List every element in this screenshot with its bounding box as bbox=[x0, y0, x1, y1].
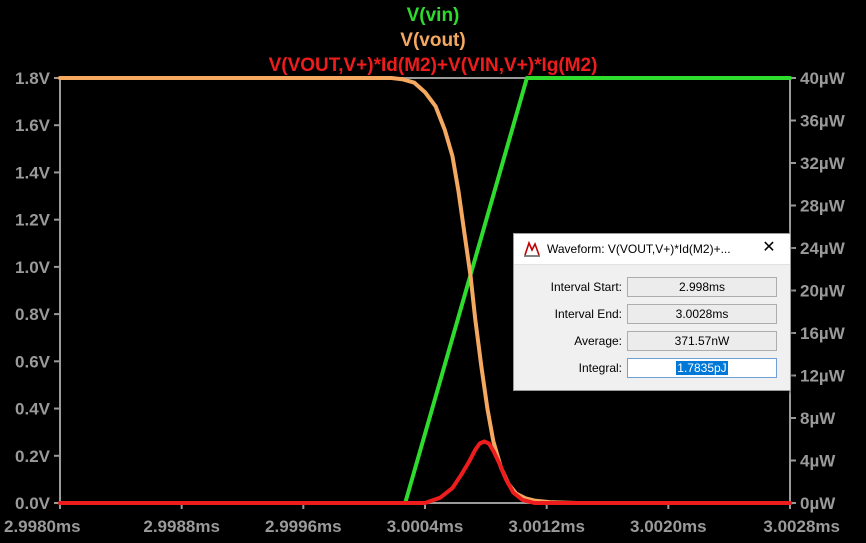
y-left-tick-label: 1.8V bbox=[15, 69, 51, 88]
average-label: Average: bbox=[574, 334, 622, 348]
interval-end-field[interactable]: 3.0028ms bbox=[627, 304, 777, 324]
average-field[interactable]: 371.57nW bbox=[627, 331, 777, 351]
integral-label: Integral: bbox=[578, 361, 622, 375]
waveform-probe-icon bbox=[524, 240, 540, 257]
chart-title-2[interactable]: V(vout) bbox=[400, 30, 465, 51]
integral-field[interactable]: 1.7835pJ bbox=[627, 358, 777, 378]
y-right-tick-label: 16µW bbox=[800, 324, 846, 343]
series-layer bbox=[58, 76, 792, 505]
y-right-tick-label: 20µW bbox=[800, 282, 846, 301]
y-left-tick-label: 1.4V bbox=[15, 163, 51, 182]
x-tick-label: 3.0020ms bbox=[630, 517, 707, 536]
interval-end-label: Interval End: bbox=[554, 307, 622, 321]
series-vout-line[interactable] bbox=[58, 76, 792, 505]
interval-start-label: Interval Start: bbox=[550, 280, 622, 294]
interval-start-row: Interval Start: 2.998ms bbox=[514, 277, 790, 299]
y-right-tick-label: 24µW bbox=[800, 239, 846, 258]
x-tick-label: 2.9980ms bbox=[4, 517, 81, 536]
interval-end-row: Interval End: 3.0028ms bbox=[514, 304, 790, 326]
interval-start-field[interactable]: 2.998ms bbox=[627, 277, 777, 297]
integral-value-selected: 1.7835pJ bbox=[676, 361, 728, 375]
x-tick-label: 3.0004ms bbox=[387, 517, 464, 536]
series-power-line[interactable] bbox=[58, 439, 792, 505]
y-right-tick-label: 4µW bbox=[800, 452, 836, 471]
chart-titles: V(vin) V(vout) V(VOUT,V+)*Id(M2)+V(VIN,V+)… bbox=[269, 5, 598, 76]
average-row: Average: 371.57nW bbox=[514, 331, 790, 353]
y-right-tick-label: 28µW bbox=[800, 197, 846, 216]
x-tick-label: 3.0012ms bbox=[508, 517, 585, 536]
y-right-tick-label: 40µW bbox=[800, 69, 846, 88]
y-right-tick-label: 36µW bbox=[800, 112, 846, 131]
y-right-tick-label: 12µW bbox=[800, 367, 846, 386]
x-axis: 2.9980ms 2.9988ms 2.9996ms 3.0004ms 3.0012ms… bbox=[4, 503, 840, 536]
y-left-tick-label: 1.0V bbox=[15, 258, 51, 277]
y-left-tick-label: 1.2V bbox=[15, 211, 51, 230]
y-axis-right: 0µW 4µW 8µW 12µW 16µW 20µW 24µW 28µW 32µW 36µW 40µ… bbox=[790, 69, 846, 513]
y-left-tick-label: 0.6V bbox=[15, 352, 51, 371]
chart-title-1[interactable]: V(vin) bbox=[407, 5, 460, 26]
y-left-tick-label: 0.8V bbox=[15, 305, 51, 324]
x-tick-label: 2.9988ms bbox=[143, 517, 220, 536]
y-left-tick-label: 0.4V bbox=[15, 400, 51, 419]
y-right-tick-label: 32µW bbox=[800, 154, 846, 173]
dialog-title: Waveform: V(VOUT,V+)*Id(M2)+... bbox=[547, 242, 731, 256]
y-right-tick-label: 8µW bbox=[800, 409, 836, 428]
y-left-tick-label: 0.0V bbox=[15, 494, 51, 513]
y-right-tick-label: 0µW bbox=[800, 494, 836, 513]
integral-row: Integral: 1.7835pJ bbox=[514, 358, 790, 380]
chart-title-3[interactable]: V(VOUT,V+)*Id(M2)+V(VIN,V+)*Ig(M2) bbox=[269, 55, 598, 76]
x-tick-label: 2.9996ms bbox=[265, 517, 342, 536]
y-axis-left: 0.0V 0.2V 0.4V 0.6V 0.8V 1.0V 1.2V 1.4V 1.6V 1.8V bbox=[15, 69, 60, 513]
x-tick-label: 3.0028ms bbox=[763, 517, 840, 536]
close-icon[interactable]: ✕ bbox=[762, 239, 776, 256]
dialog-titlebar[interactable]: Waveform: V(VOUT,V+)*Id(M2)+... ✕ bbox=[514, 234, 790, 265]
waveform-info-dialog[interactable]: Waveform: V(VOUT,V+)*Id(M2)+... ✕ Interv… bbox=[513, 233, 791, 391]
y-left-tick-label: 1.6V bbox=[15, 116, 51, 135]
y-left-tick-label: 0.2V bbox=[15, 447, 51, 466]
